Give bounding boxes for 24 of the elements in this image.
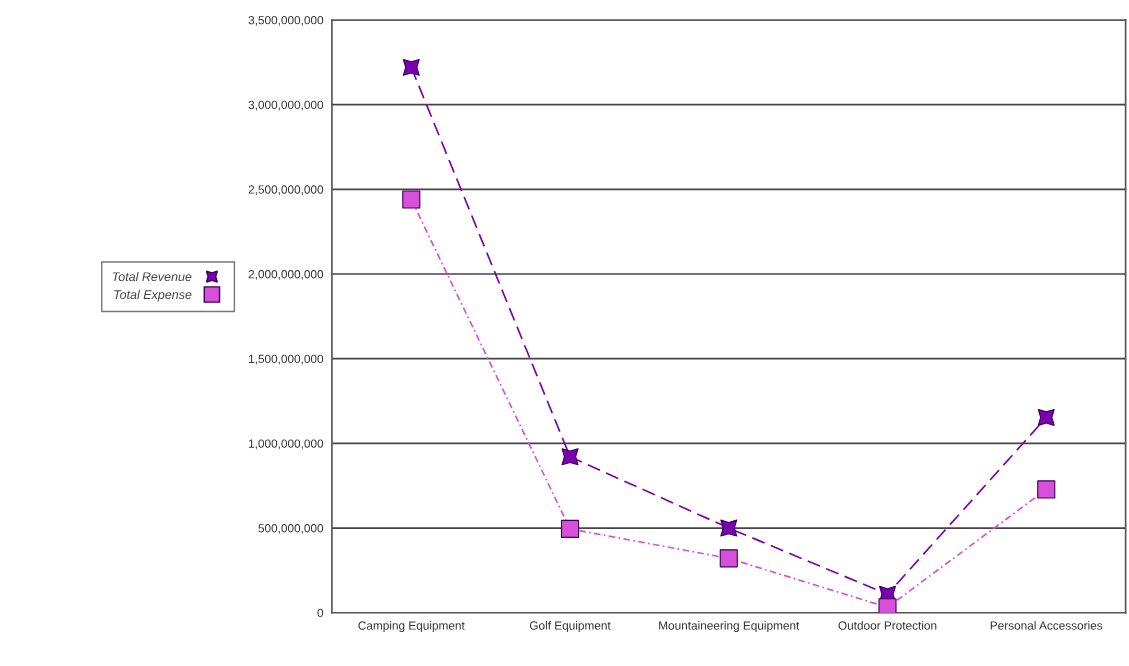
y-tick-label: 2,500,000,000 xyxy=(248,185,324,196)
x-tick-label: Outdoor Protection xyxy=(838,621,937,630)
y-tick-label: 3,500,000,000 xyxy=(248,16,324,26)
point xyxy=(561,448,579,466)
point xyxy=(720,519,738,537)
point xyxy=(402,190,421,209)
x-tick-label: Mountaineering Equipment xyxy=(659,621,800,633)
y-tick-label: 1,000,000,000 xyxy=(249,439,324,450)
point xyxy=(878,598,897,613)
y-tick-label: 0 xyxy=(317,608,324,618)
point xyxy=(402,58,420,76)
x-tick-label: Personal Accessories xyxy=(990,621,1103,630)
y-tick-label: 1,500,000,000 xyxy=(249,354,324,365)
legend-label: Total Revenue xyxy=(112,271,192,282)
x-tick-label: Golf Equipment xyxy=(529,621,611,633)
x-tick-label: Camping Equipment xyxy=(358,621,465,633)
y-tick-label: 3,000,000,000 xyxy=(248,100,324,111)
legend-label: Total Expense xyxy=(114,289,192,302)
point xyxy=(1037,480,1056,499)
point xyxy=(719,549,738,568)
y-tick-label: 500,000,000 xyxy=(258,524,324,534)
point xyxy=(560,519,580,538)
y-tick-label: 2,000,000,000 xyxy=(248,270,324,280)
point xyxy=(1037,408,1055,426)
